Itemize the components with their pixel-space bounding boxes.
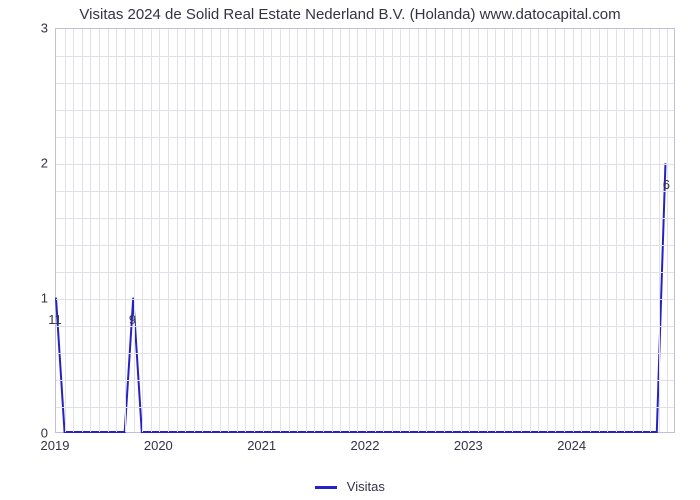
gridline-v xyxy=(590,29,591,432)
gridline-v xyxy=(495,29,496,432)
gridline-v xyxy=(607,29,608,432)
gridline-v xyxy=(555,29,556,432)
gridline-v xyxy=(254,29,255,432)
gridline-v xyxy=(280,29,281,432)
gridline-v xyxy=(487,29,488,432)
x-tick-label: 2021 xyxy=(247,438,276,453)
gridline-v xyxy=(289,29,290,432)
gridline-v xyxy=(530,29,531,432)
gridline-v xyxy=(211,29,212,432)
gridline-v xyxy=(159,29,160,432)
data-label: 9 xyxy=(129,312,136,327)
chart-title: Visitas 2024 de Solid Real Estate Nederl… xyxy=(0,6,700,23)
gridline-v xyxy=(125,29,126,432)
gridline-v xyxy=(538,29,539,432)
gridline-v xyxy=(504,29,505,432)
gridline-v xyxy=(667,29,668,432)
gridline-v xyxy=(168,29,169,432)
gridline-v xyxy=(82,29,83,432)
gridline-v xyxy=(228,29,229,432)
gridline-v xyxy=(650,29,651,432)
gridline-v xyxy=(194,29,195,432)
gridline-v xyxy=(297,29,298,432)
gridline-v xyxy=(426,29,427,432)
legend: Visitas xyxy=(0,479,700,494)
chart-container: Visitas 2024 de Solid Real Estate Nederl… xyxy=(0,0,700,500)
gridline-v xyxy=(469,29,470,432)
gridline-v xyxy=(220,29,221,432)
gridline-v xyxy=(90,29,91,432)
gridline-v xyxy=(306,29,307,432)
gridline-v xyxy=(521,29,522,432)
x-tick-label: 2024 xyxy=(557,438,586,453)
gridline-v xyxy=(323,29,324,432)
gridline-v xyxy=(624,29,625,432)
y-tick-label: 3 xyxy=(8,21,48,36)
gridline-v xyxy=(134,29,135,432)
gridline-v xyxy=(263,29,264,432)
data-label: 6 xyxy=(663,177,670,192)
x-tick-label: 2020 xyxy=(144,438,173,453)
data-label: 11 xyxy=(48,312,62,327)
gridline-v xyxy=(366,29,367,432)
x-tick-label: 2022 xyxy=(351,438,380,453)
gridline-v xyxy=(202,29,203,432)
gridline-v xyxy=(99,29,100,432)
plot-area xyxy=(55,28,675,433)
gridline-v xyxy=(245,29,246,432)
gridline-v xyxy=(392,29,393,432)
gridline-v xyxy=(375,29,376,432)
gridline-v xyxy=(444,29,445,432)
gridline-v xyxy=(418,29,419,432)
gridline-v xyxy=(185,29,186,432)
gridline-v xyxy=(151,29,152,432)
gridline-v xyxy=(478,29,479,432)
gridline-v xyxy=(383,29,384,432)
gridline-v xyxy=(237,29,238,432)
gridline-v xyxy=(435,29,436,432)
y-tick-label: 2 xyxy=(8,156,48,171)
gridline-v xyxy=(108,29,109,432)
gridline-v xyxy=(271,29,272,432)
gridline-v xyxy=(564,29,565,432)
gridline-v xyxy=(116,29,117,432)
legend-swatch xyxy=(315,486,337,489)
gridline-v xyxy=(340,29,341,432)
gridline-v xyxy=(357,29,358,432)
gridline-v xyxy=(616,29,617,432)
gridline-v xyxy=(177,29,178,432)
gridline-v xyxy=(461,29,462,432)
x-tick-label: 2023 xyxy=(454,438,483,453)
y-tick-label: 1 xyxy=(8,291,48,306)
gridline-v xyxy=(314,29,315,432)
gridline-v xyxy=(349,29,350,432)
gridline-v xyxy=(599,29,600,432)
legend-label: Visitas xyxy=(347,479,385,494)
gridline-v xyxy=(642,29,643,432)
gridline-v xyxy=(512,29,513,432)
gridline-v xyxy=(142,29,143,432)
gridline-v xyxy=(400,29,401,432)
gridline-v xyxy=(633,29,634,432)
gridline-v xyxy=(547,29,548,432)
gridline-v xyxy=(659,29,660,432)
x-tick-label: 2019 xyxy=(41,438,70,453)
gridline-v xyxy=(65,29,66,432)
gridline-v xyxy=(332,29,333,432)
gridline-v xyxy=(452,29,453,432)
gridline-v xyxy=(73,29,74,432)
gridline-v xyxy=(581,29,582,432)
gridline-v xyxy=(573,29,574,432)
gridline-v xyxy=(409,29,410,432)
